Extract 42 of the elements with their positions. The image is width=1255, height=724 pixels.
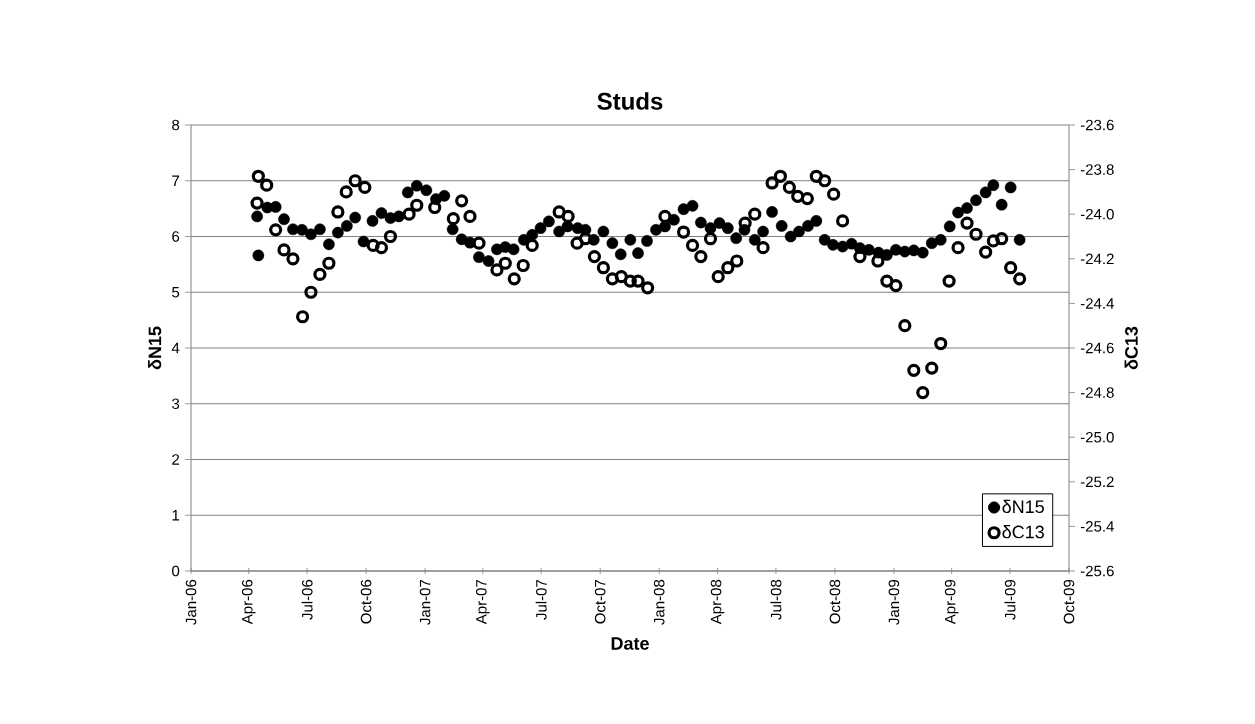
x-tick-label: Oct-09 [1063, 579, 1075, 624]
chart-title: Studs [597, 92, 663, 110]
x-tick-label: Jul-08 [770, 579, 782, 620]
y-tick-label: 8 [172, 119, 180, 131]
x-tick-label: Apr-09 [944, 579, 959, 625]
x-tick-label: Jul-07 [535, 579, 547, 620]
y2-tick-label: -24.6 [1080, 342, 1114, 354]
x-tick-label: Oct-08 [829, 579, 841, 624]
y2-tick-label: -25.2 [1080, 476, 1114, 488]
x-tick-label: Jan-06 [185, 579, 197, 625]
y-tick-label: 6 [172, 231, 180, 242]
y-tick-label: 4 [171, 342, 180, 354]
x-axis-title: Date [611, 637, 649, 650]
y2-tick-label: -24.4 [1080, 298, 1114, 309]
y2-tick-label: -24.8 [1080, 387, 1114, 398]
legend-label: δN15 [1002, 499, 1044, 514]
legend-label: δC13 [1002, 525, 1044, 539]
x-tick-label: Jan-07 [419, 579, 431, 625]
x-tick-label: Apr-07 [476, 579, 490, 625]
x-tick-label: Jan-08 [653, 579, 665, 625]
y2-axis-title: δC13 [1124, 326, 1138, 370]
x-tick-label: Apr-08 [710, 579, 725, 625]
y2-tick-label: -24.0 [1080, 208, 1114, 220]
y2-tick-label: -24.2 [1080, 253, 1114, 265]
y-tick-label: 1 [172, 510, 180, 521]
y2-tick-label: -23.8 [1080, 164, 1114, 175]
y-axis-title: δN15 [148, 326, 162, 370]
x-tick-label: Apr-06 [241, 579, 256, 625]
x-tick-label: Oct-06 [360, 579, 372, 624]
y-tick-label: 2 [172, 454, 180, 465]
x-tick-label: Jul-09 [1004, 579, 1016, 620]
x-tick-label: Jul-06 [301, 579, 313, 620]
y2-tick-label: -23.6 [1080, 119, 1114, 131]
y2-tick-label: -25.0 [1080, 431, 1114, 443]
x-tick-label: Oct-07 [594, 579, 606, 624]
x-tick-label: Jan-09 [888, 579, 900, 625]
y2-tick-label: -25.4 [1080, 521, 1114, 532]
y-tick-label: 3 [172, 398, 180, 410]
y-tick-label: 0 [172, 565, 180, 577]
y-tick-label: 5 [172, 287, 180, 298]
y2-tick-label: -25.6 [1080, 565, 1114, 577]
y-tick-label: 7 [172, 175, 180, 186]
